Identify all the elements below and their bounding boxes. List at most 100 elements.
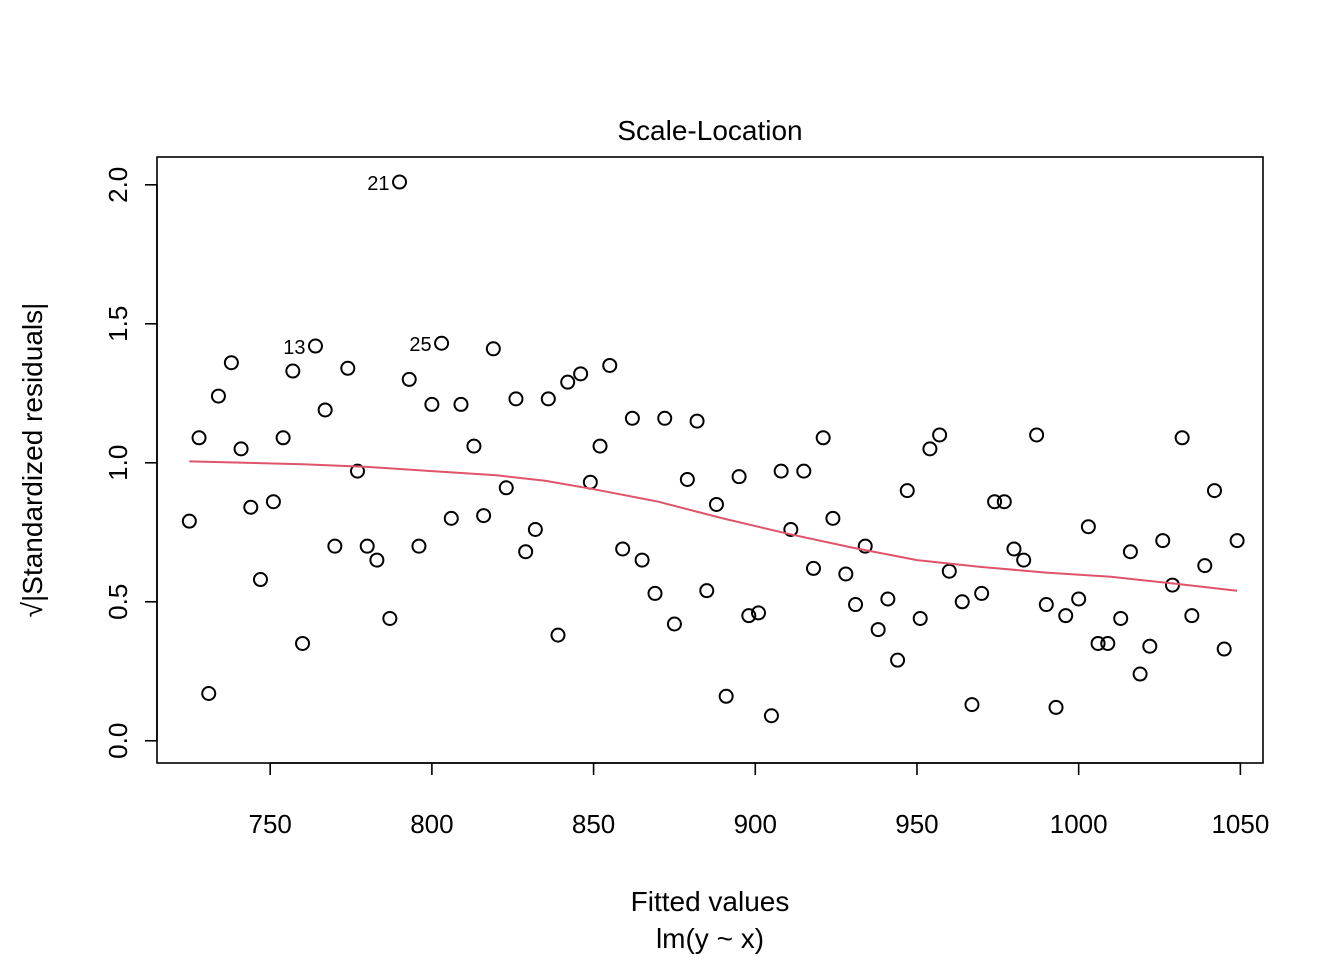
data-point xyxy=(1229,533,1245,549)
x-axis-title: Fitted values xyxy=(631,886,790,917)
x-axis: 750 800 850 900 950 1000 1050 xyxy=(248,762,1269,839)
data-point xyxy=(1184,608,1200,624)
y-axis-title-text: |Standardized residuals| xyxy=(17,303,48,602)
data-point xyxy=(741,608,757,624)
data-point xyxy=(1038,597,1054,613)
data-point xyxy=(870,622,886,638)
data-point xyxy=(252,572,268,588)
x-tick-label: 850 xyxy=(572,809,615,839)
data-point xyxy=(476,508,492,524)
data-point xyxy=(582,474,598,490)
data-point xyxy=(466,438,482,454)
data-point xyxy=(699,583,715,599)
data-point xyxy=(1122,544,1138,560)
data-point xyxy=(424,396,440,412)
data-point xyxy=(825,510,841,526)
data-point xyxy=(233,441,249,457)
data-point xyxy=(223,355,239,371)
data-point xyxy=(647,585,663,601)
point-label: 21 xyxy=(367,173,389,195)
data-point xyxy=(327,538,343,554)
data-point xyxy=(912,610,928,626)
x-tick-label: 1000 xyxy=(1050,809,1108,839)
data-point xyxy=(679,471,695,487)
data-point xyxy=(974,585,990,601)
data-point xyxy=(359,538,375,554)
data-point xyxy=(1016,552,1032,568)
data-point xyxy=(1048,699,1064,715)
data-point xyxy=(838,566,854,582)
y-tick-label: 1.5 xyxy=(103,306,133,342)
data-point xyxy=(666,616,682,632)
data-point xyxy=(899,483,915,499)
x-axis-subtitle: lm(y ~ x) xyxy=(656,923,764,954)
data-point xyxy=(485,341,501,357)
x-tick-label: 900 xyxy=(734,809,777,839)
data-point xyxy=(657,410,673,426)
data-point xyxy=(340,360,356,376)
data-point xyxy=(307,338,323,354)
x-tick-label: 1050 xyxy=(1211,809,1269,839)
data-point xyxy=(773,463,789,479)
point-label: 25 xyxy=(409,334,431,356)
data-point xyxy=(996,494,1012,510)
x-tick-label: 750 xyxy=(248,809,291,839)
y-tick-label: 1.0 xyxy=(103,445,133,481)
data-point xyxy=(964,697,980,713)
smooth-line-group xyxy=(189,460,1238,592)
data-point xyxy=(1113,610,1129,626)
point-labels: 21 13 25 xyxy=(283,173,431,359)
data-point xyxy=(751,605,767,621)
data-point xyxy=(508,391,524,407)
data-point xyxy=(382,610,398,626)
y-tick-label: 2.0 xyxy=(103,167,133,203)
data-point xyxy=(1155,533,1171,549)
data-point xyxy=(1090,635,1106,651)
data-point xyxy=(783,521,799,537)
data-point xyxy=(573,366,589,382)
x-tick-label: 950 xyxy=(895,809,938,839)
data-point xyxy=(1206,483,1222,499)
data-point xyxy=(718,688,734,704)
data-point xyxy=(592,438,608,454)
data-point xyxy=(243,499,259,515)
y-tick-label: 0.0 xyxy=(103,723,133,759)
data-point xyxy=(890,652,906,668)
data-point xyxy=(401,371,417,387)
data-point xyxy=(540,391,556,407)
data-point xyxy=(848,597,864,613)
y-axis-title-sqrt: √ xyxy=(17,601,48,617)
data-point xyxy=(796,463,812,479)
y-axis-title-group: √|Standardized residuals| xyxy=(17,303,48,618)
plot-frame xyxy=(156,156,1264,764)
y-tick-label: 0.5 xyxy=(103,584,133,620)
data-point xyxy=(1197,558,1213,574)
data-point xyxy=(1132,666,1148,682)
data-point xyxy=(1100,635,1116,651)
data-point xyxy=(624,410,640,426)
data-point xyxy=(922,441,938,457)
data-point xyxy=(210,388,226,404)
data-point xyxy=(411,538,427,554)
data-point xyxy=(731,469,747,485)
data-point xyxy=(518,544,534,560)
data-point xyxy=(443,510,459,526)
point-label: 13 xyxy=(283,337,305,359)
data-point xyxy=(1080,519,1096,535)
data-point xyxy=(350,463,366,479)
y-axis: 0.0 0.5 1.0 1.5 2.0 xyxy=(103,167,158,759)
data-point xyxy=(763,708,779,724)
data-point xyxy=(275,430,291,446)
data-point xyxy=(1164,577,1180,593)
data-point xyxy=(1006,541,1022,557)
data-points xyxy=(181,174,1245,724)
data-point xyxy=(815,430,831,446)
data-point xyxy=(602,357,618,373)
data-point xyxy=(1174,430,1190,446)
data-point xyxy=(191,430,207,446)
data-point xyxy=(295,635,311,651)
data-point xyxy=(1058,608,1074,624)
data-point xyxy=(615,541,631,557)
x-tick-label: 800 xyxy=(410,809,453,839)
data-point xyxy=(1071,591,1087,607)
